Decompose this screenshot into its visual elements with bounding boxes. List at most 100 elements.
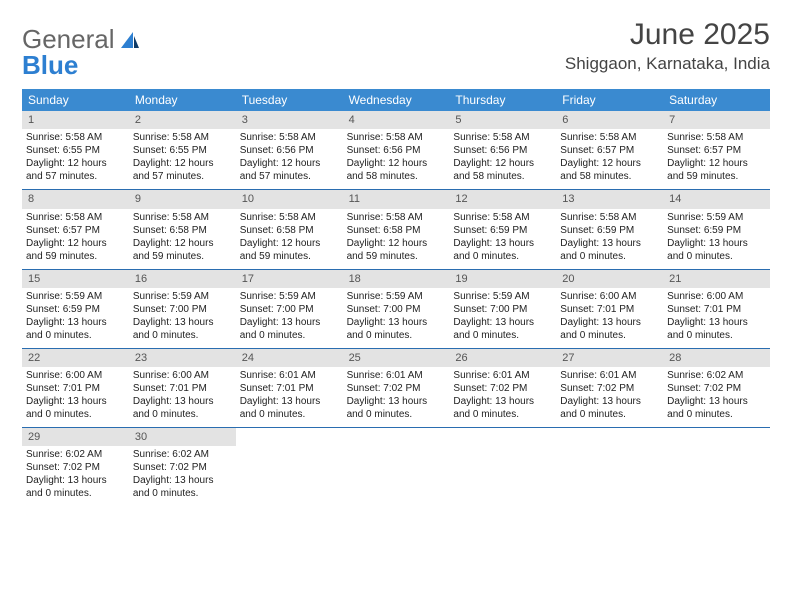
day-number: 28: [663, 349, 770, 367]
daylight-line: Daylight: 12 hours and 59 minutes.: [240, 237, 339, 263]
daylight-line: Daylight: 13 hours and 0 minutes.: [133, 395, 232, 421]
day-body: Sunrise: 6:01 AMSunset: 7:02 PMDaylight:…: [556, 369, 663, 421]
logo-sail-icon: [119, 30, 141, 50]
sunset-line: Sunset: 6:57 PM: [667, 144, 766, 157]
sunrise-line: Sunrise: 5:58 AM: [133, 131, 232, 144]
day-cell: 8Sunrise: 5:58 AMSunset: 6:57 PMDaylight…: [22, 190, 129, 268]
dow-tue: Tuesday: [236, 89, 343, 111]
day-body: Sunrise: 6:00 AMSunset: 7:01 PMDaylight:…: [22, 369, 129, 421]
day-number: 17: [236, 270, 343, 288]
sunset-line: Sunset: 6:59 PM: [667, 224, 766, 237]
sunset-line: Sunset: 6:58 PM: [133, 224, 232, 237]
sunset-line: Sunset: 7:01 PM: [560, 303, 659, 316]
day-body: Sunrise: 5:58 AMSunset: 6:56 PMDaylight:…: [449, 131, 556, 183]
sunrise-line: Sunrise: 5:58 AM: [347, 131, 446, 144]
day-cell: 6Sunrise: 5:58 AMSunset: 6:57 PMDaylight…: [556, 111, 663, 189]
month-title: June 2025: [565, 18, 770, 52]
dow-sun: Sunday: [22, 89, 129, 111]
daylight-line: Daylight: 12 hours and 57 minutes.: [26, 157, 125, 183]
day-body: Sunrise: 6:00 AMSunset: 7:01 PMDaylight:…: [556, 290, 663, 342]
sunset-line: Sunset: 7:02 PM: [453, 382, 552, 395]
day-cell: 1Sunrise: 5:58 AMSunset: 6:55 PMDaylight…: [22, 111, 129, 189]
day-body: Sunrise: 6:01 AMSunset: 7:02 PMDaylight:…: [449, 369, 556, 421]
day-cell: 25Sunrise: 6:01 AMSunset: 7:02 PMDayligh…: [343, 349, 450, 427]
daylight-line: Daylight: 13 hours and 0 minutes.: [133, 316, 232, 342]
day-cell: 27 Sunrise: 6:01 AMSunset: 7:02 PMDayligh…: [556, 349, 663, 427]
day-cell: 29Sunrise: 6:02 AMSunset: 7:02 PMDayligh…: [22, 428, 129, 506]
sunrise-line: Sunrise: 5:59 AM: [133, 290, 232, 303]
calendar: Sunday Monday Tuesday Wednesday Thursday…: [22, 89, 770, 506]
day-body: Sunrise: 5:58 AMSunset: 6:55 PMDaylight:…: [129, 131, 236, 183]
sunset-line: Sunset: 6:58 PM: [347, 224, 446, 237]
day-number: 2: [129, 111, 236, 129]
day-cell: 26Sunrise: 6:01 AMSunset: 7:02 PMDayligh…: [449, 349, 556, 427]
sunset-line: Sunset: 6:56 PM: [453, 144, 552, 157]
sunset-line: Sunset: 7:00 PM: [347, 303, 446, 316]
daylight-line: Daylight: 12 hours and 57 minutes.: [240, 157, 339, 183]
day-body: Sunrise: 6:00 AMSunset: 7:01 PMDaylight:…: [663, 290, 770, 342]
day-number: 6: [556, 111, 663, 129]
sunset-line: Sunset: 7:02 PM: [667, 382, 766, 395]
day-number: 18: [343, 270, 450, 288]
daylight-line: Daylight: 13 hours and 0 minutes.: [560, 316, 659, 342]
sunrise-line: Sunrise: 6:02 AM: [133, 448, 232, 461]
day-body: Sunrise: 5:58 AMSunset: 6:58 PMDaylight:…: [236, 211, 343, 263]
day-number: 10: [236, 190, 343, 208]
day-cell: 14Sunrise: 5:59 AMSunset: 6:59 PMDayligh…: [663, 190, 770, 268]
day-cell: 17Sunrise: 5:59 AMSunset: 7:00 PMDayligh…: [236, 270, 343, 348]
day-body: Sunrise: 5:59 AMSunset: 7:00 PMDaylight:…: [449, 290, 556, 342]
day-cell: 11Sunrise: 5:58 AMSunset: 6:58 PMDayligh…: [343, 190, 450, 268]
sunrise-line: Sunrise: 5:59 AM: [453, 290, 552, 303]
daylight-line: Daylight: 13 hours and 0 minutes.: [667, 316, 766, 342]
daylight-line: Daylight: 12 hours and 59 minutes.: [667, 157, 766, 183]
sunset-line: Sunset: 7:02 PM: [133, 461, 232, 474]
day-body: Sunrise: 5:58 AMSunset: 6:56 PMDaylight:…: [343, 131, 450, 183]
daylight-line: Daylight: 13 hours and 0 minutes.: [667, 237, 766, 263]
sunset-line: Sunset: 7:00 PM: [240, 303, 339, 316]
day-number: 29: [22, 428, 129, 446]
daylight-line: Daylight: 13 hours and 0 minutes.: [667, 395, 766, 421]
day-body: Sunrise: 5:58 AMSunset: 6:58 PMDaylight:…: [129, 211, 236, 263]
day-cell: 23Sunrise: 6:00 AMSunset: 7:01 PMDayligh…: [129, 349, 236, 427]
daylight-line: Daylight: 12 hours and 58 minutes.: [560, 157, 659, 183]
daylight-line: Daylight: 13 hours and 0 minutes.: [26, 395, 125, 421]
day-cell: [449, 428, 556, 506]
sunrise-line: Sunrise: 5:58 AM: [560, 211, 659, 224]
day-cell: 30 Sunrise: 6:02 AMSunset: 7:02 PMDayligh…: [129, 428, 236, 506]
daylight-line: Daylight: 13 hours and 0 minutes.: [453, 395, 552, 421]
sunset-line: Sunset: 7:01 PM: [26, 382, 125, 395]
day-cell: [236, 428, 343, 506]
daylight-line: Daylight: 13 hours and 0 minutes.: [26, 316, 125, 342]
day-cell: 20Sunrise: 6:00 AMSunset: 7:01 PMDayligh…: [556, 270, 663, 348]
sunset-line: Sunset: 6:56 PM: [347, 144, 446, 157]
daylight-line: Daylight: 12 hours and 59 minutes.: [133, 237, 232, 263]
sunset-line: Sunset: 6:56 PM: [240, 144, 339, 157]
sunset-line: Sunset: 7:02 PM: [560, 382, 659, 395]
day-number: 8: [22, 190, 129, 208]
day-number: 27: [556, 349, 663, 367]
sunset-line: Sunset: 7:01 PM: [133, 382, 232, 395]
sunrise-line: Sunrise: 6:01 AM: [560, 369, 659, 382]
sunrise-line: Sunrise: 6:01 AM: [240, 369, 339, 382]
sunrise-line: Sunrise: 6:01 AM: [347, 369, 446, 382]
day-body: Sunrise: 6:02 AMSunset: 7:02 PMDaylight:…: [129, 448, 236, 500]
day-number: 9: [129, 190, 236, 208]
day-number: 1: [22, 111, 129, 129]
sunrise-line: Sunrise: 5:58 AM: [667, 131, 766, 144]
daylight-line: Daylight: 13 hours and 0 minutes.: [453, 316, 552, 342]
sunrise-line: Sunrise: 6:00 AM: [667, 290, 766, 303]
day-number: 5: [449, 111, 556, 129]
daylight-line: Daylight: 13 hours and 0 minutes.: [240, 316, 339, 342]
dow-wed: Wednesday: [343, 89, 450, 111]
day-body: Sunrise: 5:58 AMSunset: 6:57 PMDaylight:…: [663, 131, 770, 183]
day-body: Sunrise: 5:58 AMSunset: 6:56 PMDaylight:…: [236, 131, 343, 183]
sunrise-line: Sunrise: 5:58 AM: [240, 131, 339, 144]
day-number: 11: [343, 190, 450, 208]
sunrise-line: Sunrise: 6:01 AM: [453, 369, 552, 382]
sunrise-line: Sunrise: 5:58 AM: [347, 211, 446, 224]
day-number: 30: [129, 428, 236, 446]
sunrise-line: Sunrise: 5:59 AM: [667, 211, 766, 224]
day-cell: 5 Sunrise: 5:58 AMSunset: 6:56 PMDaylight…: [449, 111, 556, 189]
sunset-line: Sunset: 7:02 PM: [347, 382, 446, 395]
day-cell: 3Sunrise: 5:58 AMSunset: 6:56 PMDaylight…: [236, 111, 343, 189]
